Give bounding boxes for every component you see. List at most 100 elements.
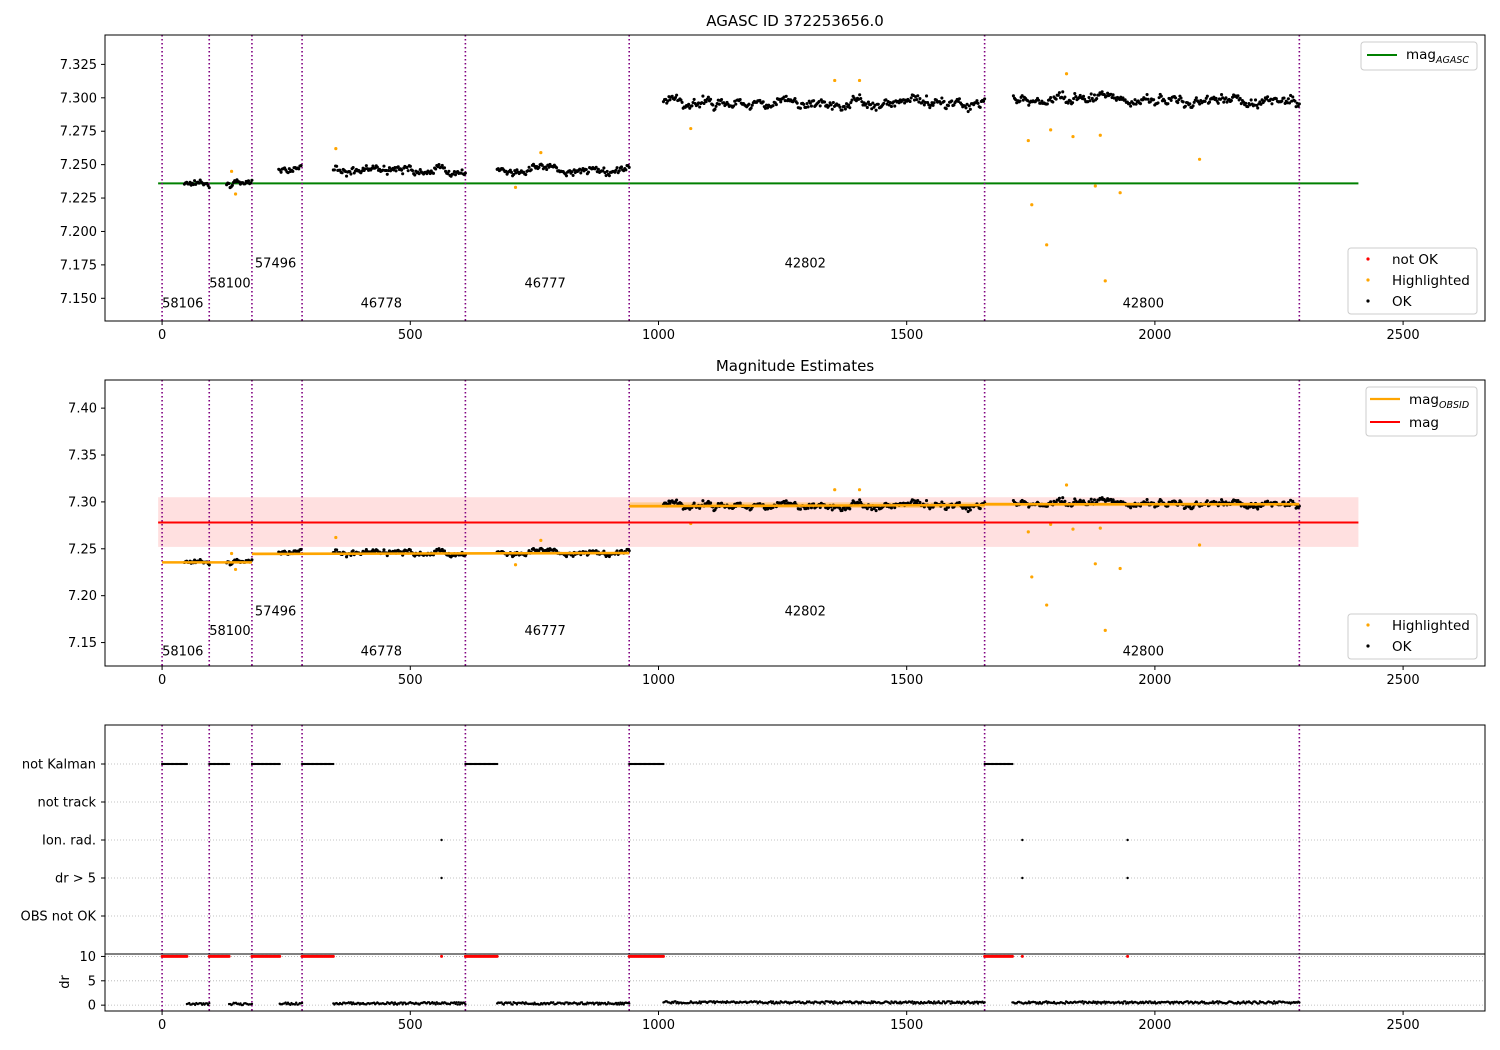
p1-highlighted-point (1045, 243, 1049, 247)
p3-xtick-label: 1500 (890, 1018, 923, 1033)
p1-ok-point (956, 99, 960, 103)
p1-ok-point (1282, 96, 1286, 100)
p1-ok-point (1270, 102, 1274, 106)
p1-ok-point (713, 107, 717, 111)
p1-ok-point (918, 97, 922, 101)
p1-ok-point (687, 102, 691, 106)
p3-dr-point (949, 1002, 952, 1005)
p2-ok-point (940, 500, 944, 504)
p1-obsid-label: 42800 (1123, 297, 1164, 312)
p1-obsid-label: 58106 (162, 297, 203, 312)
p1-ok-point (1148, 100, 1152, 104)
p1-ok-point (870, 107, 874, 111)
p2-ok-point (798, 507, 803, 511)
p1-ok-point (1138, 102, 1143, 106)
p1-ok-point (1259, 102, 1263, 106)
p1-obsid-label: 42802 (785, 257, 826, 272)
p1-ok-point (1095, 97, 1099, 101)
p3-dr-point (755, 1000, 758, 1003)
p1-ok-point (750, 103, 754, 107)
p1-ok-point (915, 97, 919, 102)
p1-ok-point (1246, 105, 1250, 109)
panel-flags: 0 500 1000 1500 2000 2500 not Kalman not track I… (21, 724, 1486, 1033)
p3-dr-point (293, 1003, 297, 1006)
p3-dr-point (605, 1002, 609, 1006)
p1-ok-point (766, 106, 770, 110)
p1-ok-point (1106, 91, 1110, 95)
p1-ok-point (605, 169, 609, 173)
p1-ok-point (191, 182, 195, 187)
p3-dr-point (769, 1000, 773, 1003)
p3-dr-point (1257, 1002, 1261, 1005)
p3-dr-point (1153, 1000, 1156, 1003)
p1-ok-point (793, 97, 797, 101)
p3-dr-point (960, 1002, 963, 1005)
p3-dr-point (1027, 1000, 1031, 1003)
p3-dr-point (948, 1000, 951, 1003)
p2-xtick-label: 2000 (1138, 673, 1171, 688)
p1-highlighted-point (513, 185, 518, 189)
p1-ok-point (1258, 100, 1262, 104)
p1-ok-point (1287, 101, 1292, 105)
p1-ok-point (1132, 102, 1136, 106)
p2-ok-point (964, 507, 968, 511)
p3-dr-point (983, 1001, 986, 1004)
p1-ok-point (594, 165, 598, 169)
p1-ok-point (1011, 94, 1015, 98)
p1-ok-point (1089, 92, 1093, 96)
p3-dr-point (1272, 1000, 1276, 1003)
p1-ok-point (627, 165, 631, 169)
p3-dr-point (1271, 1002, 1275, 1005)
p1-ok-point (1068, 99, 1072, 103)
p1-ok-point (1021, 98, 1025, 102)
p3-dr-point (434, 1003, 437, 1006)
p1-ok-point (1188, 102, 1192, 106)
p1-ok-point (1092, 93, 1097, 97)
p1-ok-point (437, 162, 441, 167)
p2-ok-point (706, 499, 710, 503)
p3-flag-row-label: Ion. rad. (42, 834, 96, 849)
p1-ok-point (1169, 98, 1173, 102)
p1-ok-point (848, 106, 852, 110)
p1-ok-point (865, 105, 869, 110)
p1-ok-point (1056, 93, 1060, 97)
p3-flag-point (1021, 838, 1024, 842)
p1-xtick-label: 500 (398, 328, 423, 343)
p1-ok-point (418, 167, 422, 172)
p1-ok-point (564, 174, 569, 178)
p2-ok-point (1183, 506, 1187, 510)
p2-ok-point (918, 500, 922, 504)
panel-magnitude-estimates-title: Magnitude Estimates (716, 357, 874, 375)
p3-dr-point (349, 1001, 353, 1004)
p2-ok-point (442, 549, 447, 553)
p1-ok-point (460, 168, 464, 172)
p2-ok-point (889, 506, 894, 510)
p3-dr-clipped-marker (331, 954, 335, 958)
p1-ok-point (1123, 98, 1127, 102)
p2-ok-point (594, 549, 598, 553)
p1-ok-point (384, 168, 388, 173)
p1-ok-point (279, 170, 283, 174)
p1-ok-point (442, 166, 447, 170)
p3-dr-clipped-marker (185, 954, 189, 958)
p1-ok-point (431, 171, 436, 175)
p1-ok-point (512, 172, 516, 177)
p1-ok-point (967, 104, 971, 108)
p1-ok-point (1063, 95, 1067, 99)
panel-agasc-plot: 0 500 1000 1500 2000 2500 7.150 7.175 7.200 7.225… (60, 35, 1420, 343)
p1-ok-point (250, 178, 254, 182)
p1-ok-point (1174, 96, 1178, 100)
p1-ok-point (866, 100, 870, 104)
p2-ok-point (1236, 498, 1240, 503)
p2-ok-point (848, 507, 852, 511)
p3-dr-point (1045, 1000, 1048, 1003)
p1-ok-point (983, 97, 987, 101)
p1-ok-point (1255, 103, 1259, 107)
p1-ok-point (1218, 97, 1223, 101)
p1-ok-point (809, 104, 813, 108)
p1-ok-point (1280, 99, 1284, 103)
p1-ok-point (779, 100, 783, 104)
p1-ok-point (335, 164, 339, 168)
p2-ok-point (351, 549, 355, 553)
p1-ok-point (1289, 93, 1293, 98)
